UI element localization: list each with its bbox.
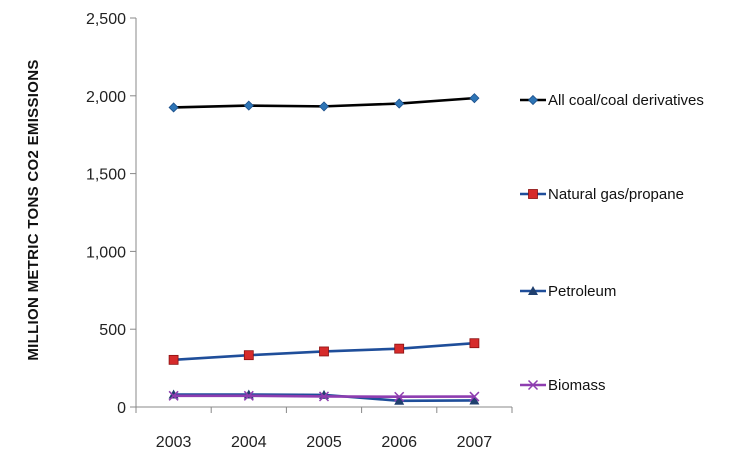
- chart-legend: All coal/coal derivatives Natural gas/pro…: [520, 92, 704, 394]
- y-tick-label: 500: [99, 322, 126, 339]
- data-point-coal: [394, 98, 405, 109]
- y-tick-label: 1,000: [86, 244, 126, 261]
- y-axis-ticks: 0 500 1,000 1,500 2,000 2,500: [86, 11, 136, 417]
- chart-axes: [135, 18, 512, 408]
- legend-item-natural-gas: Natural gas/propane: [520, 186, 684, 203]
- x-axis-ticks: 2003 2004 2005 2006 2007: [135, 407, 513, 451]
- x-tick-label: 2007: [457, 434, 493, 451]
- legend-label: Natural gas/propane: [548, 186, 684, 203]
- data-point-biomass: [469, 391, 480, 402]
- legend-label: All coal/coal derivatives: [548, 92, 704, 109]
- data-point-natural-gas: [469, 338, 480, 349]
- marker-stroke: [318, 391, 330, 402]
- legend-marker: [527, 94, 539, 106]
- y-tick-label: 2,500: [86, 11, 126, 28]
- data-point-coal: [469, 93, 480, 104]
- legend-marker: [528, 286, 538, 295]
- y-axis-label: MILLION METRIC TONS CO2 EMISSIONS: [25, 59, 42, 360]
- data-point-natural-gas: [319, 346, 329, 357]
- series-natural-gas: [168, 338, 480, 365]
- marker-stroke: [243, 390, 254, 401]
- data-point-petroleum: [394, 395, 405, 405]
- legend-item-coal: All coal/coal derivatives: [520, 92, 704, 109]
- y-tick-label: 0: [117, 400, 126, 417]
- legend-item-biomass: Biomass: [520, 377, 606, 394]
- x-tick-label: 2004: [231, 434, 267, 451]
- legend-label: Biomass: [548, 377, 606, 394]
- legend-item-petroleum: Petroleum: [520, 283, 616, 300]
- y-tick-label: 2,000: [86, 89, 126, 106]
- legend-marker: [528, 189, 538, 199]
- series-coal: [168, 93, 480, 113]
- data-point-coal: [243, 100, 254, 111]
- data-point-natural-gas: [168, 354, 179, 365]
- data-point-biomass: [318, 391, 330, 402]
- x-tick-label: 2003: [156, 434, 192, 451]
- data-point-biomass: [168, 390, 179, 401]
- data-point-natural-gas: [243, 350, 254, 361]
- legend-label: Petroleum: [548, 283, 616, 300]
- marker-stroke: [527, 379, 539, 391]
- x-tick-label: 2005: [306, 434, 342, 451]
- marker-stroke: [469, 391, 480, 402]
- data-point-natural-gas: [394, 343, 405, 354]
- chart-series: [168, 93, 480, 405]
- legend-marker: [527, 379, 539, 391]
- marker-stroke: [394, 391, 405, 402]
- y-tick-label: 1,500: [86, 167, 126, 184]
- x-tick-label: 2006: [381, 434, 417, 451]
- data-point-biomass: [243, 390, 254, 401]
- data-point-coal: [318, 101, 330, 112]
- series-biomass: [168, 390, 480, 402]
- data-point-petroleum: [469, 395, 480, 405]
- data-point-biomass: [394, 391, 405, 402]
- marker-stroke: [168, 390, 179, 401]
- data-point-coal: [168, 102, 179, 113]
